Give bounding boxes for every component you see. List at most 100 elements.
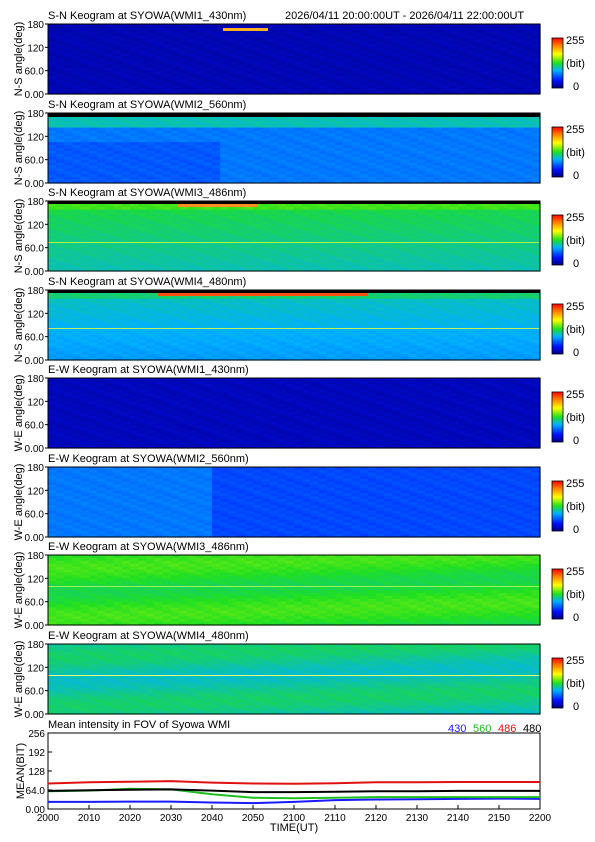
bright-line [48, 328, 540, 329]
keogram-y-axis-label: N-S angle(deg) [13, 22, 25, 97]
colorbar-unit-label: (bit) [566, 324, 585, 336]
keogram-y-axis-label: N-S angle(deg) [13, 288, 25, 363]
keogram-title: S-N Keogram at SYOWA(WMI4_480nm) [48, 276, 246, 288]
chart-legend: 430 560 486 480 [448, 723, 541, 735]
colorbar [551, 480, 564, 532]
mean-intensity-chart: Mean intensity in FOV of Syowa WMI 430 56… [15, 719, 552, 834]
legend-entry: 560 [473, 723, 491, 735]
aurora-streak [158, 293, 368, 296]
chart-series-lines [47, 780, 541, 805]
colorbar-unit-label: (bit) [566, 235, 585, 247]
keogram-title: E-W Keogram at SYOWA(WMI2_560nm) [48, 453, 249, 465]
keogram-image [48, 201, 541, 272]
y-tick-label: 60.0 [25, 156, 45, 167]
keogram-title: E-W Keogram at SYOWA(WMI1_430nm) [48, 364, 249, 376]
colorbar [551, 214, 564, 266]
colorbar-max-label: 255 [566, 655, 584, 667]
legend-entry: 430 [448, 723, 466, 735]
keogram-y-axis-label: W-E angle(deg) [13, 552, 25, 629]
keogram-frame [47, 23, 541, 95]
y-tick-label: 180 [27, 109, 44, 120]
y-tick-label: 0.00 [25, 621, 45, 632]
colorbar [551, 391, 564, 443]
keogram-frame [47, 200, 541, 272]
y-tick-label: 120 [27, 574, 44, 585]
chart-x-tick-label: 2000 [37, 813, 60, 824]
keogram-panel: E-W Keogram at SYOWA(WMI4_480nm) W-E angl… [13, 630, 585, 721]
keogram-panel: E-W Keogram at SYOWA(WMI2_560nm) W-E angl… [13, 453, 585, 544]
y-tick-label: 0.00 [25, 356, 45, 367]
colorbar [551, 37, 564, 89]
chart-x-tick-label: 2140 [447, 813, 470, 824]
chart-y-tick-label: 256 [28, 729, 45, 740]
keogram-image [48, 555, 541, 626]
keogram-panels: S-N Keogram at SYOWA(WMI1_430nm) N-S angl… [13, 10, 585, 721]
keogram-y-axis-label: W-E angle(deg) [13, 464, 25, 541]
chart-x-tick-label: 2130 [406, 813, 429, 824]
y-tick-label: 180 [27, 197, 44, 208]
y-tick-label: 0.00 [25, 533, 45, 544]
keogram-panel: S-N Keogram at SYOWA(WMI1_430nm) N-S angl… [13, 10, 585, 101]
y-tick-label: 120 [27, 397, 44, 408]
panel-top-edge [48, 201, 540, 204]
keogram-frame [47, 554, 541, 626]
keogram-panel: E-W Keogram at SYOWA(WMI3_486nm) W-E angl… [13, 541, 585, 632]
bright-line [48, 675, 540, 676]
keogram-image [48, 24, 541, 95]
keogram-title: S-N Keogram at SYOWA(WMI2_560nm) [48, 99, 246, 111]
y-tick-label: 120 [27, 663, 44, 674]
colorbar-min-label: 0 [573, 435, 579, 447]
keogram-panel: E-W Keogram at SYOWA(WMI1_430nm) W-E angl… [13, 364, 585, 455]
keogram-panel: S-N Keogram at SYOWA(WMI3_486nm) N-S angl… [13, 187, 585, 278]
y-tick-label: 120 [27, 486, 44, 497]
chart-x-tick-label: 2040 [201, 813, 224, 824]
y-tick-label: 120 [27, 132, 44, 143]
chart-y-tick-label: 128 [28, 767, 45, 778]
header-time-range: 2026/04/11 20:00:00UT - 2026/04/11 22:00… [285, 10, 524, 22]
colorbar-min-label: 0 [573, 612, 579, 624]
colorbar-min-label: 0 [573, 81, 579, 93]
keogram-title: E-W Keogram at SYOWA(WMI3_486nm) [48, 541, 249, 553]
series-line-430 [48, 797, 541, 805]
y-tick-label: 0.00 [25, 267, 45, 278]
colorbar-max-label: 255 [566, 212, 584, 224]
chart-x-tick-label: 2100 [283, 813, 306, 824]
colorbar-max-label: 255 [566, 478, 584, 490]
keogram-image [48, 467, 541, 538]
colorbar-unit-label: (bit) [566, 501, 585, 513]
colorbar-min-label: 0 [573, 347, 579, 359]
colorbar-unit-label: (bit) [566, 147, 585, 159]
y-tick-label: 60.0 [25, 598, 45, 609]
chart-x-tick-label: 2150 [488, 813, 511, 824]
keogram-y-axis-label: W-E angle(deg) [13, 375, 25, 452]
chart-x-ticks: 2000 2010 2020 2030 2040 2050 2100 2110 2120 2130… [37, 805, 552, 824]
keogram-frame [47, 643, 541, 715]
keogram-frame [47, 289, 541, 361]
aurora-streak [223, 28, 268, 31]
chart-x-tick-label: 2030 [160, 813, 183, 824]
y-tick-label: 60.0 [25, 687, 45, 698]
keogram-title: S-N Keogram at SYOWA(WMI3_486nm) [48, 187, 246, 199]
legend-entry: 480 [523, 723, 541, 735]
chart-x-tick-label: 2020 [119, 813, 142, 824]
keogram-y-axis-label: N-S angle(deg) [13, 111, 25, 186]
colorbar-max-label: 255 [566, 301, 584, 313]
y-tick-label: 60.0 [25, 421, 45, 432]
colorbar-max-label: 255 [566, 389, 584, 401]
keogram-frame [47, 466, 541, 538]
colorbar-min-label: 0 [573, 170, 579, 182]
series-line-486 [47, 780, 540, 785]
keogram-panel: S-N Keogram at SYOWA(WMI4_480nm) N-S angl… [13, 276, 585, 367]
chart-x-tick-label: 2120 [365, 813, 388, 824]
panel-top-edge [48, 113, 540, 117]
colorbar-unit-label: (bit) [566, 589, 585, 601]
y-tick-label: 0.00 [25, 179, 45, 190]
y-tick-label: 120 [27, 309, 44, 320]
keogram-panel: S-N Keogram at SYOWA(WMI2_560nm) N-S angl… [13, 99, 585, 190]
chart-title: Mean intensity in FOV of Syowa WMI [48, 719, 230, 731]
y-tick-label: 0.00 [25, 90, 45, 101]
keogram-y-axis-label: W-E angle(deg) [13, 641, 25, 718]
y-tick-label: 180 [27, 374, 44, 385]
keogram-frame [47, 377, 541, 449]
